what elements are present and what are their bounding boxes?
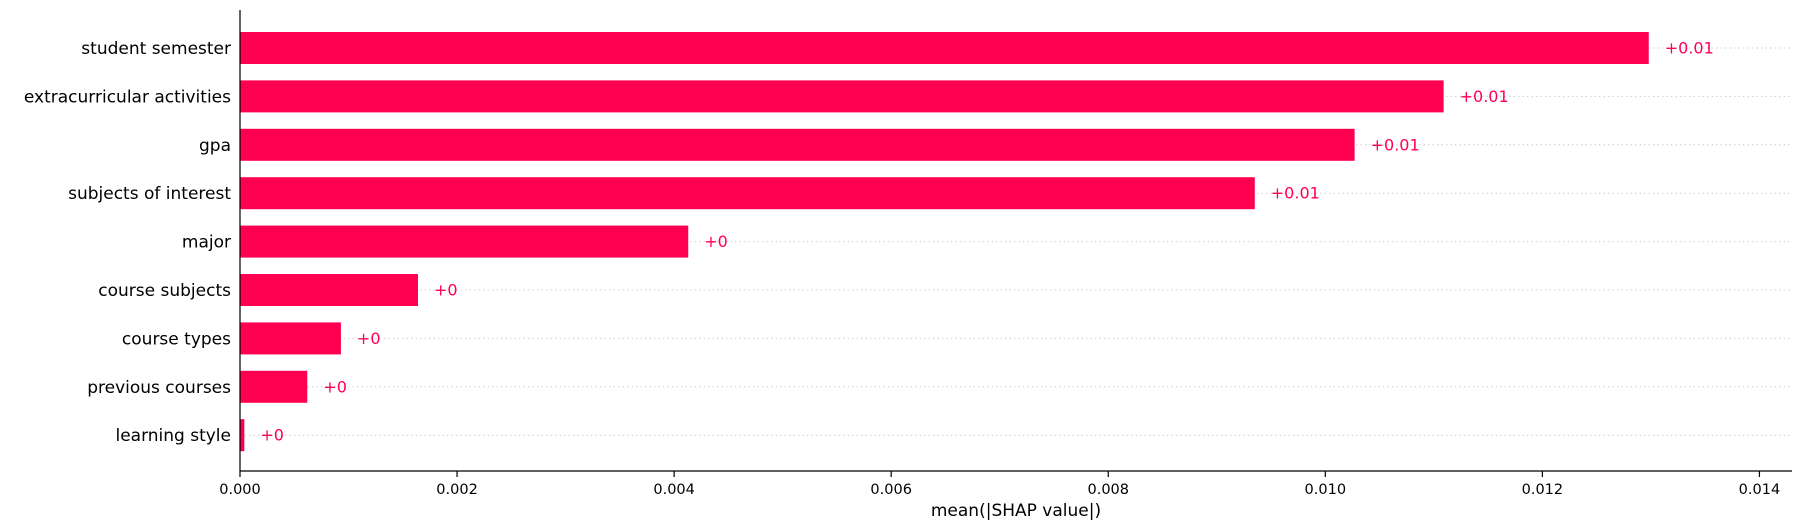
category-label: major (182, 233, 231, 253)
category-label: previous courses (87, 378, 231, 398)
category-label: subjects of interest (68, 184, 231, 204)
category-label: course subjects (98, 281, 231, 301)
x-tick-label: 0.014 (1739, 482, 1781, 498)
value-label: +0.01 (1460, 87, 1509, 106)
value-label: +0 (434, 281, 458, 300)
value-label: +0 (260, 426, 284, 445)
category-label: extracurricular activities (24, 87, 231, 107)
x-tick-label: 0.004 (653, 482, 695, 498)
bar-course-subjects (240, 274, 418, 306)
value-label: +0 (704, 232, 728, 251)
x-tick-label: 0.006 (870, 482, 912, 498)
bar-previous-courses (240, 370, 308, 403)
value-label: +0 (323, 377, 347, 396)
bar-course-types (240, 322, 341, 355)
value-label: +0.01 (1665, 39, 1714, 58)
x-tick-label: 0.002 (436, 482, 478, 498)
x-tick-label: 0.000 (219, 482, 261, 498)
value-label: +0.01 (1271, 184, 1320, 203)
x-tick-label: 0.010 (1305, 482, 1347, 498)
x-tick-label: 0.012 (1522, 482, 1564, 498)
category-label: course types (122, 329, 231, 349)
bar-student-semester (240, 32, 1649, 64)
bars (240, 32, 1649, 452)
category-labels: student semester extracurricular activiti… (24, 39, 231, 446)
axes (239, 10, 1792, 472)
bar-extracurricular-activities (240, 80, 1444, 113)
x-tick-label: 0.008 (1087, 482, 1129, 498)
category-label: learning style (115, 426, 231, 446)
bar-gpa (240, 128, 1355, 161)
bar-subjects-of-interest (240, 177, 1255, 210)
x-axis-title: mean(|SHAP value|) (931, 501, 1101, 521)
category-label: student semester (81, 39, 231, 59)
value-labels: +0.01 +0.01 +0.01 +0.01 +0 +0 +0 +0 +0 (260, 39, 1713, 445)
bar-major (240, 225, 689, 258)
value-label: +0.01 (1371, 135, 1420, 154)
value-label: +0 (357, 329, 381, 348)
bar-learning-style (240, 419, 245, 452)
x-ticks: 0.000 0.002 0.004 0.006 0.008 0.010 0.012 0.014 (219, 471, 1780, 498)
category-label: gpa (199, 136, 231, 156)
